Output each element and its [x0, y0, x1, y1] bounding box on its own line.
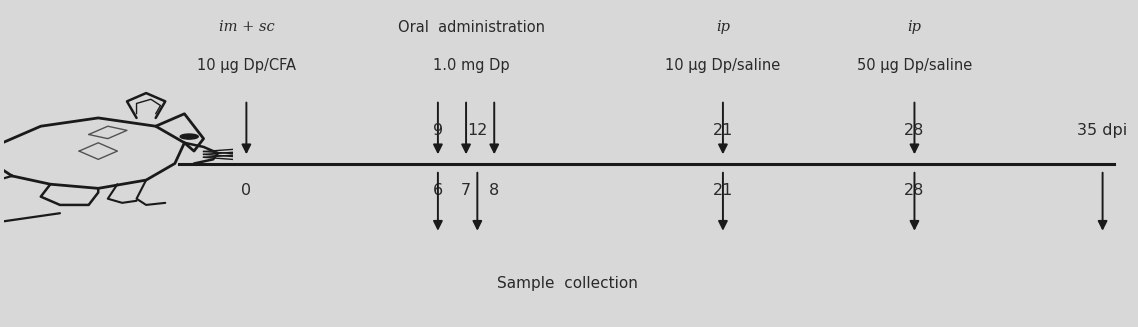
Text: 28: 28: [905, 123, 925, 138]
Text: 6: 6: [432, 182, 443, 198]
Text: 0: 0: [241, 182, 251, 198]
Text: 21: 21: [712, 123, 733, 138]
Text: 28: 28: [905, 182, 925, 198]
Text: 8: 8: [489, 182, 500, 198]
Text: 9: 9: [432, 123, 443, 138]
Text: 35 dpi: 35 dpi: [1078, 123, 1128, 138]
Text: ip: ip: [716, 20, 729, 34]
Text: 12: 12: [467, 123, 487, 138]
Text: 21: 21: [712, 182, 733, 198]
Text: 50 μg Dp/saline: 50 μg Dp/saline: [857, 58, 972, 73]
Text: 7: 7: [461, 182, 471, 198]
Text: im + sc: im + sc: [218, 20, 274, 34]
Text: ip: ip: [907, 20, 922, 34]
Text: 10 μg Dp/CFA: 10 μg Dp/CFA: [197, 58, 296, 73]
Text: 10 μg Dp/saline: 10 μg Dp/saline: [666, 58, 781, 73]
Text: Sample  collection: Sample collection: [497, 276, 638, 291]
Text: Oral  administration: Oral administration: [398, 20, 545, 35]
Text: 1.0 mg Dp: 1.0 mg Dp: [434, 58, 510, 73]
Circle shape: [180, 134, 198, 139]
